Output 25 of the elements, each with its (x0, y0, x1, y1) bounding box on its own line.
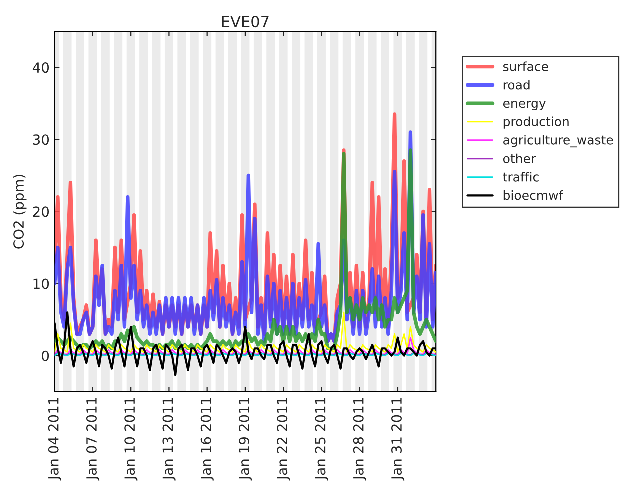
x-tick-label: Jan 19 2011 (238, 398, 252, 481)
chart-title: EVE07 (222, 16, 269, 28)
y-tick-label: 30 (33, 134, 50, 146)
legend-label: agriculture_waste (504, 135, 614, 148)
legend-label: road (504, 80, 530, 90)
legend-label: surface (503, 62, 548, 72)
x-tick-label: Jan 22 2011 (277, 398, 290, 481)
x-tick-label: Jan 07 2011 (86, 398, 100, 481)
y-tick-label: 10 (34, 278, 50, 290)
legend-label: production (504, 116, 569, 129)
x-tick-label: Jan 28 2011 (353, 398, 366, 481)
y-tick-label: 40 (32, 62, 50, 74)
legend-label: bioecmwf (504, 190, 564, 200)
x-tick-label: Jan 04 2011 (48, 398, 62, 481)
y-tick-label: 20 (33, 206, 50, 218)
y-axis-title: CO2 (ppm) (13, 174, 27, 249)
legend-label: traffic (503, 172, 539, 182)
x-tick-label: Jan 25 2011 (315, 398, 328, 481)
x-tick-label: Jan 31 2011 (391, 398, 405, 481)
x-tick-label: Jan 10 2011 (124, 398, 138, 481)
legend-label: other (503, 154, 536, 164)
x-tick-label: Jan 16 2011 (200, 398, 214, 481)
y-tick-label: 0 (42, 350, 50, 362)
legend-label: energy (503, 100, 546, 111)
x-tick-label: Jan 13 2011 (162, 398, 176, 481)
